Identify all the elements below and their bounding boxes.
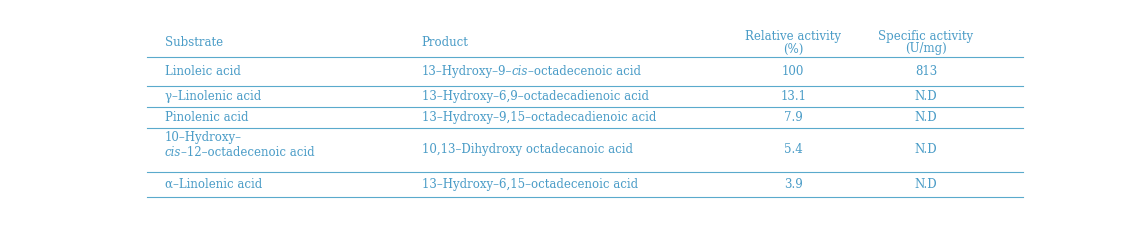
- Text: 813: 813: [915, 65, 938, 78]
- Text: 13–Hydroxy–9,15–octadecadienoic acid: 13–Hydroxy–9,15–octadecadienoic acid: [421, 111, 656, 124]
- Text: Linoleic acid: Linoleic acid: [164, 65, 241, 78]
- Text: cis: cis: [512, 65, 529, 78]
- Text: 7.9: 7.9: [783, 111, 803, 124]
- Text: 13–Hydroxy–6,9–octadecadienoic acid: 13–Hydroxy–6,9–octadecadienoic acid: [421, 90, 649, 103]
- Text: 13–Hydroxy–9–: 13–Hydroxy–9–: [421, 65, 512, 78]
- Text: α–Linolenic acid: α–Linolenic acid: [164, 178, 263, 191]
- Text: N.D: N.D: [915, 178, 938, 191]
- Text: 5.4: 5.4: [783, 143, 803, 156]
- Text: 13–Hydroxy–6,15–octadecenoic acid: 13–Hydroxy–6,15–octadecenoic acid: [421, 178, 637, 191]
- Text: (%): (%): [783, 42, 804, 55]
- Text: 13.1: 13.1: [780, 90, 806, 103]
- Text: 3.9: 3.9: [783, 178, 803, 191]
- Text: N.D: N.D: [915, 90, 938, 103]
- Text: Pinolenic acid: Pinolenic acid: [164, 111, 248, 124]
- Text: Product: Product: [421, 36, 468, 49]
- Text: 10,13–Dihydroxy octadecanoic acid: 10,13–Dihydroxy octadecanoic acid: [421, 143, 633, 156]
- Text: Substrate: Substrate: [164, 36, 223, 49]
- Text: –12–octadecenoic acid: –12–octadecenoic acid: [182, 146, 315, 159]
- Text: N.D: N.D: [915, 111, 938, 124]
- Text: γ–Linolenic acid: γ–Linolenic acid: [164, 90, 262, 103]
- Text: (U/mg): (U/mg): [906, 42, 947, 55]
- Text: 100: 100: [782, 65, 804, 78]
- Text: –octadecenoic acid: –octadecenoic acid: [529, 65, 642, 78]
- Text: Relative activity: Relative activity: [746, 30, 842, 43]
- Text: Specific activity: Specific activity: [878, 30, 974, 43]
- Text: N.D: N.D: [915, 143, 938, 156]
- Text: 10–Hydroxy–: 10–Hydroxy–: [164, 131, 242, 144]
- Text: cis: cis: [164, 146, 182, 159]
